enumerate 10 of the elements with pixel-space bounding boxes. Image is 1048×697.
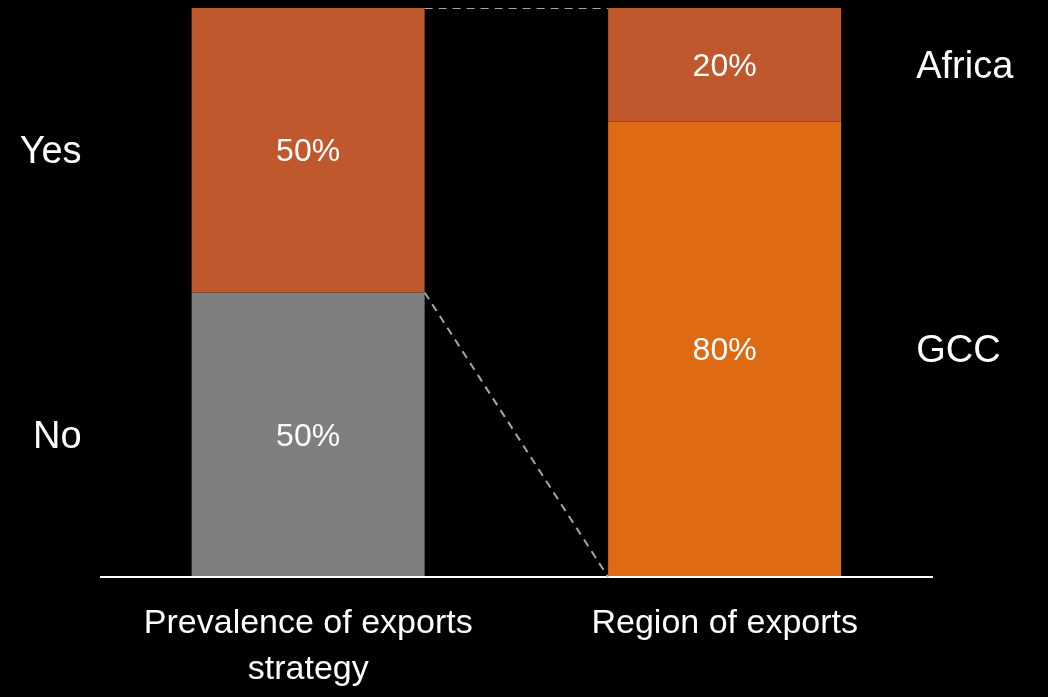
series-label: GCC: [916, 328, 1001, 371]
data-label: 20%: [692, 46, 757, 83]
data-label: 50%: [276, 416, 341, 453]
data-label: 80%: [692, 331, 757, 368]
x-tick-label: Prevalence of exports strategy: [143, 602, 473, 686]
data-label: 50%: [276, 132, 341, 169]
x-tick-label: Region of exports: [591, 602, 858, 640]
series-label: Africa: [916, 43, 1015, 86]
text: Yes: [19, 129, 82, 172]
text: No: [33, 413, 82, 456]
